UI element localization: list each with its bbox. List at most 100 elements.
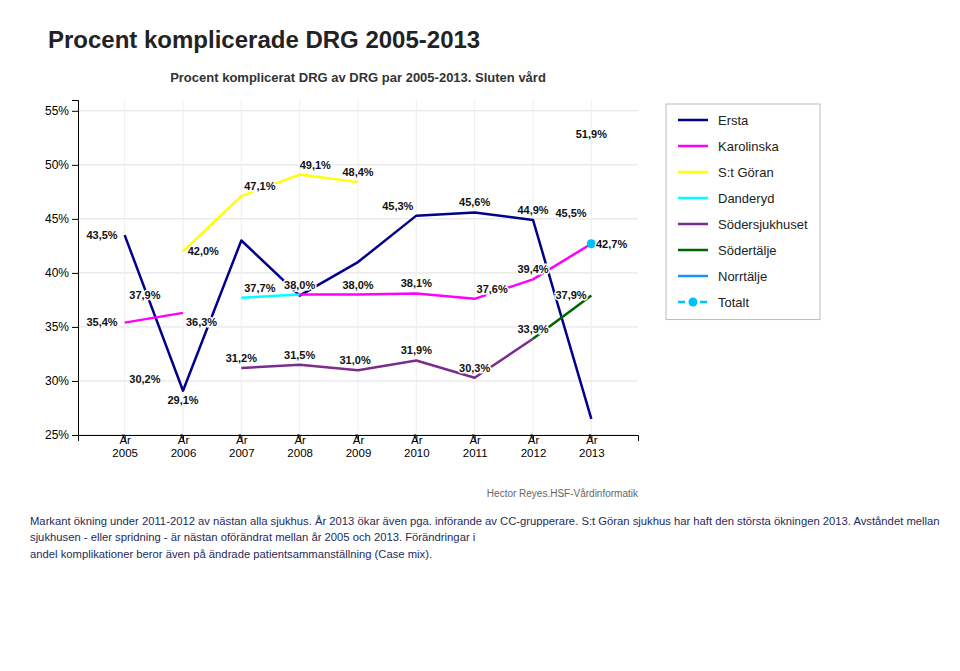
data-label: 38,1% <box>401 277 432 289</box>
x-tick-label: År2008 <box>287 434 313 459</box>
y-tick-mark <box>72 165 78 166</box>
data-label: 43,5% <box>86 229 117 241</box>
y-tick: 45% <box>45 212 78 226</box>
plot: 25%30%35%40%45%50%55%År2005År2006År2007Å… <box>45 100 639 459</box>
data-label: 33,9% <box>517 323 548 335</box>
y-tick: 50% <box>45 158 78 172</box>
x-tick: År2013 <box>579 434 605 459</box>
x-tick: År2011 <box>463 434 488 459</box>
data-label: 38,0% <box>342 279 373 291</box>
x-tick-label-line: 2005 <box>112 447 138 459</box>
data-label: 49,1% <box>300 159 331 171</box>
series-line <box>241 339 533 378</box>
footer-line: sjukhusen - eller spridning - är nästan … <box>30 531 475 543</box>
x-tick-label: År2013 <box>579 434 605 459</box>
legend-item: Karolinska <box>678 139 779 154</box>
y-tick: 35% <box>45 320 78 334</box>
x-tick-label-line: År <box>469 434 481 446</box>
y-tick-mark <box>72 381 78 382</box>
data-label: 42,0% <box>188 245 219 257</box>
x-tick-label-line: År <box>528 434 540 446</box>
x-tick-label-line: 2010 <box>404 447 430 459</box>
x-tick-label-line: 2013 <box>579 447 605 459</box>
data-label: 48,4% <box>342 166 373 178</box>
y-tick-mark <box>72 327 78 328</box>
data-label: 30,2% <box>129 373 160 385</box>
grid-line-x <box>358 100 359 435</box>
x-tick: År2009 <box>346 434 372 459</box>
data-label: 29,1% <box>167 394 198 406</box>
x-tick-label-line: År <box>178 434 190 446</box>
x-tick-label-line: 2011 <box>463 447 488 459</box>
series-line <box>125 212 592 418</box>
x-tick-label-line: År <box>119 434 131 446</box>
y-axis: 25% 30% 35% 40% 45% 50% 55% <box>45 101 79 443</box>
x-tick: År2006 <box>171 434 197 459</box>
series-marker <box>587 239 596 248</box>
legend-label: Södertälje <box>718 243 777 258</box>
y-tick-label: 30% <box>45 374 69 388</box>
legend-label: Ersta <box>718 113 749 128</box>
data-label: 35,4% <box>86 316 117 328</box>
x-tick-label: År2007 <box>229 434 255 459</box>
x-axis: År2005År2006År2007År2008År2009År2010År20… <box>79 434 639 459</box>
x-tick: År2010 <box>404 434 430 459</box>
y-tick-mark <box>72 273 78 274</box>
legend-swatch <box>678 223 708 226</box>
y-tick-label: 40% <box>45 266 69 280</box>
data-label: 39,4% <box>517 263 548 275</box>
legend-item: Ersta <box>678 113 749 128</box>
credit-text: Hector Reyes.HSF-Vårdinformatik <box>487 488 639 499</box>
grid-line-x <box>416 100 417 435</box>
series-line <box>125 244 592 323</box>
footer-line: Markant ökning under 2011-2012 av nästan… <box>30 515 940 527</box>
y-tick: 30% <box>45 374 78 388</box>
legend-swatch <box>678 119 708 122</box>
y-tick-label: 45% <box>45 212 69 226</box>
data-label: 36,3% <box>186 316 217 328</box>
legend-item: Totalt <box>678 295 749 310</box>
grid-line-x <box>183 100 184 435</box>
x-tick-label-line: År <box>353 434 365 446</box>
legend-label: Totalt <box>718 295 749 310</box>
footer-text: Markant ökning under 2011-2012 av nästan… <box>30 515 940 560</box>
data-label: 31,0% <box>339 354 370 366</box>
y-axis-line <box>72 101 79 436</box>
legend-item: Södertälje <box>678 243 777 258</box>
x-tick-label-line: År <box>236 434 248 446</box>
y-tick-label: 50% <box>45 158 69 172</box>
data-label: 51,9% <box>576 128 607 140</box>
series-line <box>183 144 591 251</box>
chart-svg: Procent komplicerade DRG 2005-2013Procen… <box>0 0 960 671</box>
legend-item: Södersjukhuset <box>678 217 808 232</box>
y-tick: 55% <box>45 104 78 118</box>
series-line <box>125 295 592 298</box>
legend-item: S:t Göran <box>678 165 774 180</box>
x-tick-label-line: År <box>294 434 306 446</box>
grid-line-x <box>591 100 592 435</box>
legend-label: Norrtälje <box>718 269 767 284</box>
x-tick-label-line: 2006 <box>171 447 197 459</box>
legend: ErstaKarolinskaS:t GöranDanderydSödersju… <box>666 104 820 320</box>
data-label: 45,6% <box>459 196 490 208</box>
data-label: 31,2% <box>226 352 257 364</box>
legend-item: Norrtälje <box>678 269 767 284</box>
y-tick-mark <box>72 219 78 220</box>
x-tick: År2012 <box>521 434 547 459</box>
footer-line: andel komplikationer beror även på ändra… <box>30 548 432 560</box>
legend-marker <box>689 298 698 307</box>
grid-line-x <box>241 100 242 435</box>
series-line <box>125 296 592 379</box>
data-label: 44,9% <box>517 204 548 216</box>
y-tick: 25% <box>45 428 78 442</box>
legend-swatch <box>678 249 708 252</box>
grid-line-x <box>474 100 475 435</box>
x-tick: År2005 <box>112 434 138 459</box>
x-tick-label-line: År <box>411 434 423 446</box>
series-group <box>125 144 596 418</box>
y-tick-label: 35% <box>45 320 69 334</box>
data-label: 37,6% <box>477 283 508 295</box>
legend-label: Karolinska <box>718 139 779 154</box>
x-tick: År2007 <box>229 434 255 459</box>
title: Procent komplicerade DRG 2005-2013 <box>48 26 480 53</box>
